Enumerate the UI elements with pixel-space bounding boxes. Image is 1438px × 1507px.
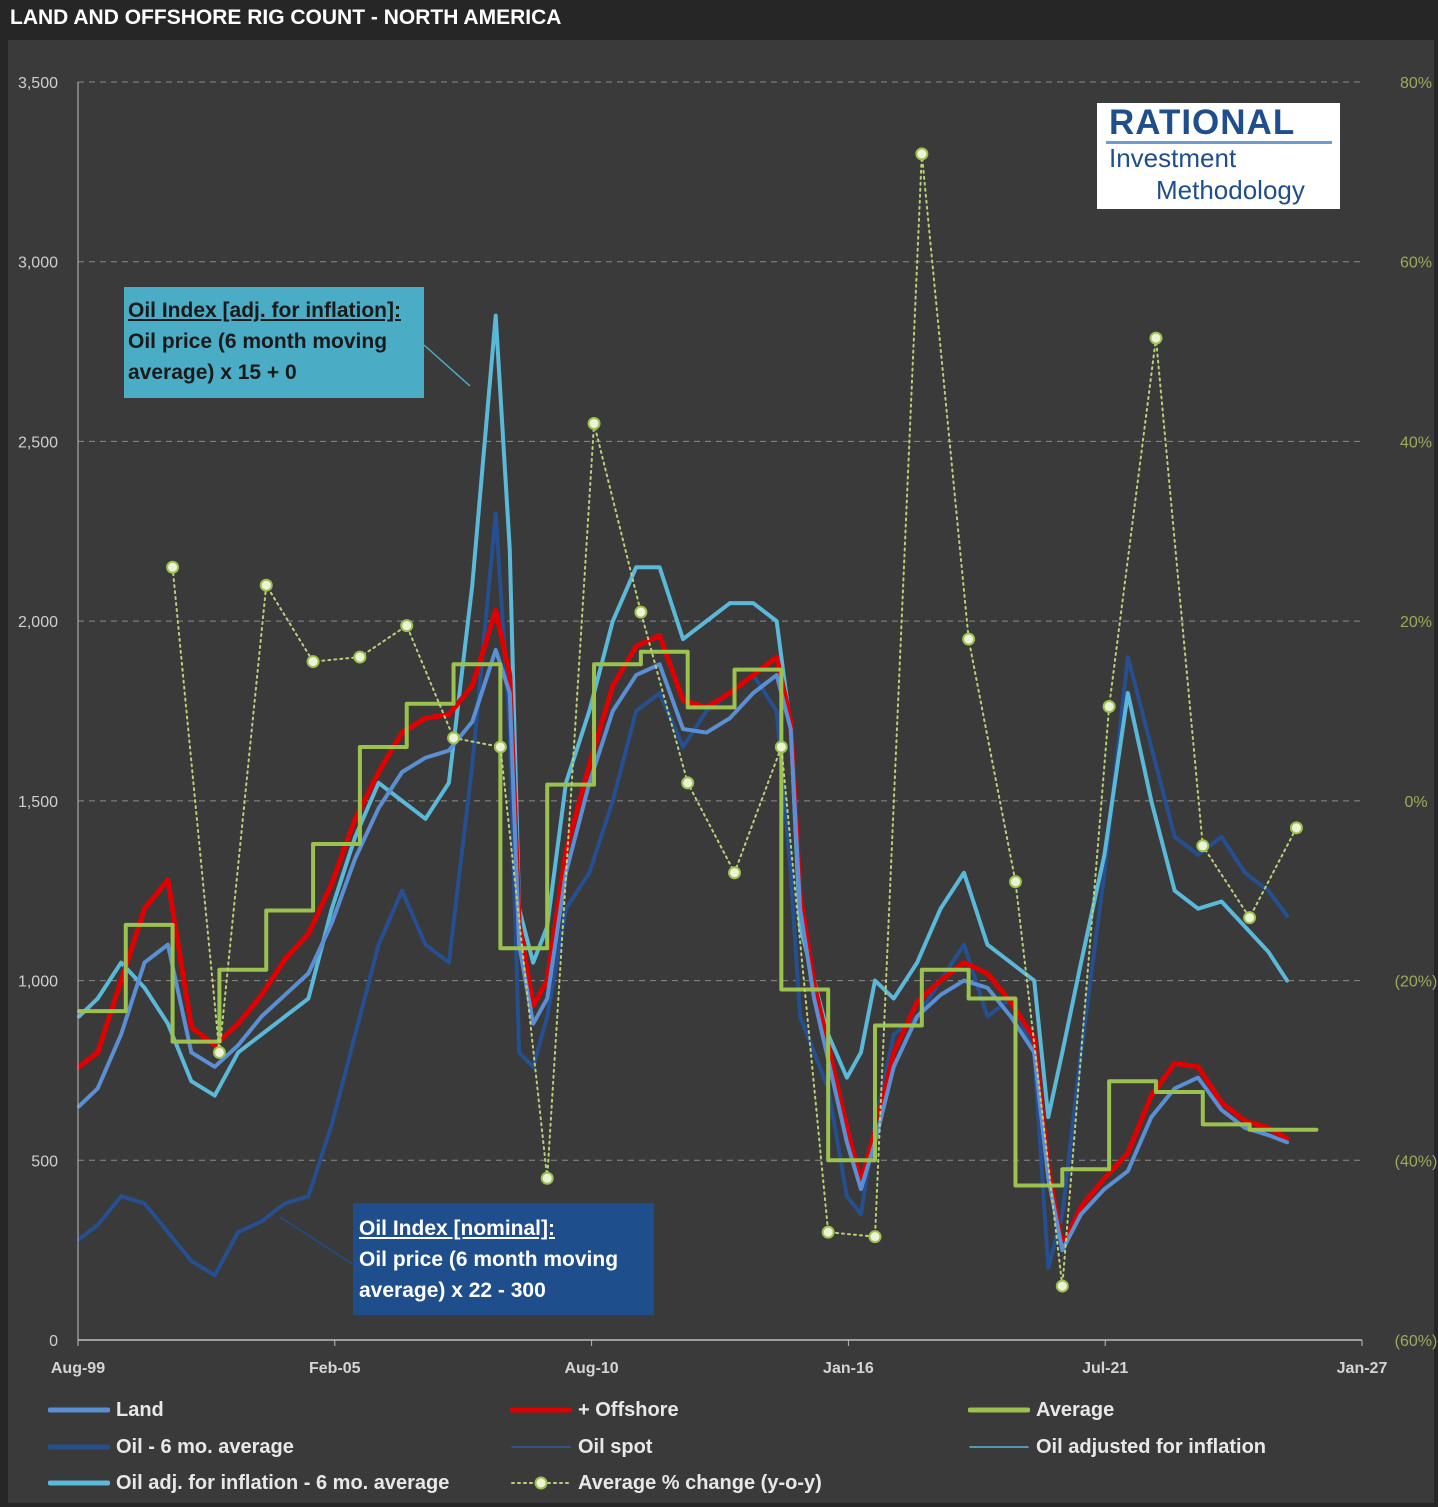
x-tick-label: Jul-21: [1082, 1360, 1128, 1377]
legend-swatch: [969, 1446, 1029, 1448]
annotation-nominal: Oil Index [nominal]: Oil price (6 month …: [353, 1203, 654, 1315]
pct-change-point: [540, 1171, 554, 1185]
y-left-tick-label: 1,000: [18, 974, 58, 991]
pct-change-point: [166, 560, 180, 574]
annotation-inflation-title: Oil Index [adj. for inflation]:: [128, 299, 401, 322]
legend-label: Oil adj. for inflation - 6 mo. average: [116, 1471, 450, 1494]
rational-logo: RATIONAL Investment Methodology: [1097, 103, 1340, 209]
axes: 0 (60%) 500 (40%) 1,000 (20%) 1,500 0% 2,000 20% 2…: [18, 75, 1437, 1377]
pct-change-point: [962, 632, 976, 646]
pct-change-point: [1243, 911, 1257, 925]
legend-label: + Offshore: [578, 1398, 679, 1421]
logo-line-3: Methodology: [1156, 175, 1305, 205]
legend-swatch: [48, 1444, 110, 1450]
legend-swatch: [511, 1476, 571, 1490]
legend-label: Average % change (y-o-y): [578, 1471, 822, 1494]
annotation-nominal-line1: Oil price (6 month moving: [359, 1248, 619, 1271]
y-left-tick-label: 3,500: [18, 75, 58, 92]
pct-change-point: [1196, 839, 1210, 853]
pct-change-point: [400, 619, 414, 633]
chart-title: LAND AND OFFSHORE RIG COUNT - NORTH AMER…: [10, 6, 562, 29]
pct-change-point: [634, 605, 648, 619]
legend-label: Average: [1036, 1398, 1115, 1421]
y-right-tick-label: (40%): [1395, 1153, 1438, 1170]
x-tick-label: Jan-27: [1337, 1360, 1388, 1377]
pct-change-point: [1055, 1279, 1069, 1293]
annotation-nominal-leader: [279, 1216, 355, 1266]
legend-item: Oil spot: [510, 1432, 652, 1462]
pct-change-point: [447, 731, 461, 745]
pct-change-point: [821, 1225, 835, 1239]
pct-change-point: [868, 1230, 882, 1244]
series-land: [76, 647, 1290, 1253]
y-left-tick-label: 0: [49, 1333, 58, 1350]
annotation-inflation-line2: average) x 15 + 0: [128, 361, 297, 384]
pct-change-point: [587, 416, 601, 430]
annotation-inflation-line1: Oil price (6 month moving: [128, 330, 388, 353]
series-layer: [76, 147, 1319, 1293]
annotation-nominal-title: Oil Index [nominal]:: [359, 1217, 556, 1240]
pct-change-point: [306, 655, 320, 669]
pct-change-point: [1102, 700, 1116, 714]
pct-change-point: [212, 1045, 226, 1059]
y-right-tick-label: 0%: [1404, 794, 1427, 811]
plot-panel: [8, 40, 1434, 1503]
logo-rule: [1106, 141, 1332, 144]
y-right-tick-label: 60%: [1400, 255, 1432, 272]
legend-item: Average % change (y-o-y): [510, 1468, 822, 1498]
legend-swatch: [510, 1407, 572, 1413]
y-left-tick-label: 500: [31, 1153, 58, 1170]
y-left-tick-label: 3,000: [18, 255, 58, 272]
pct-change-point: [774, 740, 788, 754]
chart-legend: Land + Offshore Average Oil - 6 mo. average…: [0, 1390, 1438, 1507]
legend-swatch: [968, 1407, 1030, 1413]
logo-title: RATIONAL: [1109, 103, 1296, 142]
pct-change-point: [353, 650, 367, 664]
legend-label: Land: [116, 1398, 164, 1421]
legend-swatch: [511, 1446, 571, 1448]
x-tick-label: Feb-05: [309, 1360, 361, 1377]
y-right-tick-label: (20%): [1395, 974, 1438, 991]
annotation-inflation-leader: [423, 344, 471, 387]
annotation-nominal-line2: average) x 22 - 300: [359, 1279, 546, 1302]
pct-change-point: [1008, 875, 1022, 889]
series-oil-adj-for-inflation-6-mo-average: [76, 313, 1290, 1120]
legend-swatch: [48, 1407, 110, 1413]
legend-label: Oil spot: [578, 1435, 653, 1458]
legend-item: + Offshore: [510, 1395, 679, 1425]
y-left-tick-label: 1,500: [18, 794, 58, 811]
y-right-tick-label: 20%: [1400, 614, 1432, 631]
grid-lines: [78, 81, 1362, 1161]
x-tick-label: Aug-99: [51, 1360, 105, 1377]
y-left-tick-label: 2,000: [18, 614, 58, 631]
legend-swatch: [48, 1480, 110, 1486]
legend-item: Oil - 6 mo. average: [48, 1432, 294, 1462]
y-right-tick-label: 40%: [1400, 434, 1432, 451]
chart-canvas: 0 (60%) 500 (40%) 1,000 (20%) 1,500 0% 2,000 20% 2…: [18, 75, 1437, 1377]
pct-change-point: [1149, 331, 1163, 345]
legend-item: Oil adjusted for inflation: [968, 1432, 1266, 1462]
series-oil-6-mo-average: [76, 511, 1290, 1278]
logo-line-2: Investment: [1109, 143, 1237, 173]
pct-change-point: [728, 866, 742, 880]
legend-label: Oil - 6 mo. average: [116, 1435, 294, 1458]
legend-item: Land: [48, 1395, 164, 1425]
pct-change-point: [915, 147, 929, 161]
legend-item: Oil adj. for inflation - 6 mo. average: [48, 1468, 449, 1498]
y-right-tick-label: 80%: [1400, 75, 1432, 92]
annotation-inflation: Oil Index [adj. for inflation]: Oil pric…: [124, 287, 424, 398]
pct-change-point: [1289, 821, 1303, 835]
legend-item: Average: [968, 1395, 1114, 1425]
pct-change-point: [493, 740, 507, 754]
legend-label: Oil adjusted for inflation: [1036, 1435, 1266, 1458]
series-average: [76, 649, 1319, 1188]
pct-change-point: [259, 578, 273, 592]
y-left-tick-label: 2,500: [18, 434, 58, 451]
x-tick-label: Jan-16: [823, 1360, 874, 1377]
pct-change-point: [681, 776, 695, 790]
y-right-tick-label: (60%): [1395, 1333, 1438, 1350]
x-tick-label: Aug-10: [564, 1360, 618, 1377]
